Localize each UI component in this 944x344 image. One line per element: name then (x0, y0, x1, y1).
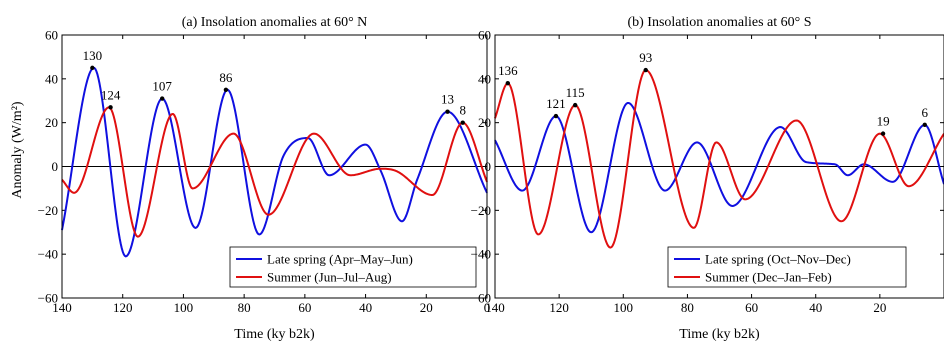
x-tick-label: 40 (809, 300, 822, 315)
peak-label: 93 (639, 50, 652, 65)
peak-marker (90, 65, 95, 71)
x-axis-label: Time (ky b2k) (234, 327, 315, 342)
y-tick-label: 0 (52, 159, 59, 174)
series-line-late-spring (494, 101, 944, 234)
y-axis-label: Anomaly (W/m²) (10, 101, 25, 198)
chart-title: (a) Insolation anomalies at 60° N (182, 15, 368, 30)
x-tick-label: 120 (113, 300, 133, 315)
x-tick-label: 20 (420, 300, 433, 315)
peak-marker (880, 131, 886, 136)
y-tick-label: −60 (471, 291, 491, 306)
series-line-summer (61, 106, 488, 238)
y-tick-label: 20 (478, 115, 491, 130)
y-tick-label: 60 (45, 28, 58, 43)
x-axis-label: Time (ky b2k) (679, 327, 760, 342)
chart-panel-a: (a) Insolation anomalies at 60° N 140 120 1… (38, 15, 491, 342)
y-tick-label: −20 (471, 203, 491, 218)
legend-label: Summer (Dec–Jan–Feb) (705, 270, 832, 285)
peak-label: 130 (83, 48, 103, 63)
legend-label: Summer (Jun–Jul–Aug) (267, 270, 392, 285)
x-tick-label: 60 (745, 300, 758, 315)
peak-marker (505, 81, 511, 86)
y-tick-label: −60 (38, 291, 58, 306)
legend-label: Late spring (Apr–May–Jun) (267, 252, 413, 267)
y-tick-label: 60 (478, 28, 491, 43)
plot-frame (61, 34, 488, 299)
peak-label: 124 (101, 87, 121, 102)
peak-label: 107 (152, 79, 172, 94)
plot-frame (494, 34, 944, 299)
peak-label: 13 (441, 92, 454, 107)
y-tick-label: 40 (45, 71, 58, 86)
peak-marker (643, 67, 648, 73)
x-tick-label: 40 (359, 300, 372, 315)
x-tick-label: 80 (681, 300, 694, 315)
x-tick-label: 20 (873, 300, 886, 315)
x-tick-label: 100 (614, 300, 634, 315)
peak-label: 136 (498, 63, 518, 78)
x-tick-label: 60 (298, 300, 311, 315)
legend-label: Late spring (Oct–Nov–Dec) (705, 252, 851, 267)
peak-marker (553, 113, 559, 119)
peak-label: 115 (566, 85, 585, 100)
y-tick-label: −40 (471, 247, 491, 262)
peak-marker (223, 87, 229, 92)
x-tick-label: 100 (174, 300, 194, 315)
peak-marker (159, 96, 165, 101)
chart-panel-b: (b) Insolation anomalies at 60° S 140 120 1… (471, 15, 944, 342)
x-tick-label: 0 (484, 300, 491, 315)
series-line-late-spring (61, 66, 488, 258)
y-tick-label: −20 (38, 203, 58, 218)
peak-label: 121 (546, 96, 566, 111)
legend-box (667, 246, 907, 288)
peak-marker (445, 109, 450, 114)
x-tick-label: 120 (549, 300, 569, 315)
chart-title: (b) Insolation anomalies at 60° S (627, 15, 811, 30)
x-tick-label: 80 (238, 300, 251, 315)
series-line-summer (494, 69, 944, 249)
x-tick-label: 140 (485, 300, 505, 315)
y-tick-label: 40 (478, 71, 491, 86)
x-tick-label: 140 (52, 300, 72, 315)
peak-marker (108, 105, 113, 110)
peak-label: 86 (219, 70, 233, 85)
peak-marker (460, 120, 465, 125)
y-tick-label: −40 (38, 247, 58, 262)
peak-label: 8 (459, 103, 466, 118)
y-tick-label: 20 (45, 115, 58, 130)
legend-box (229, 246, 477, 288)
peak-label: 19 (877, 114, 890, 129)
peak-marker (922, 122, 927, 128)
y-tick-label: 0 (485, 159, 492, 174)
peak-label: 6 (922, 105, 929, 120)
peak-marker (572, 102, 578, 108)
